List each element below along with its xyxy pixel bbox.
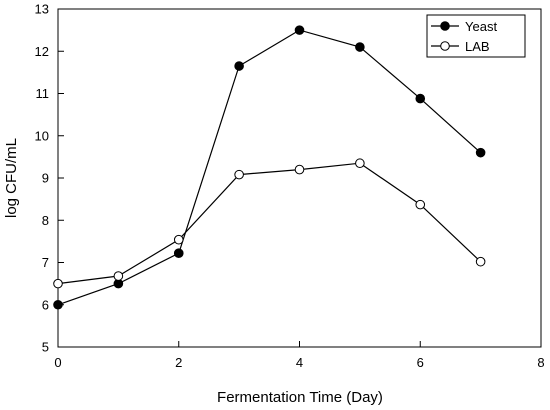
series-lab	[53, 158, 486, 289]
x-axis-title: Fermentation Time (Day)	[217, 389, 383, 406]
data-point-yeast	[294, 25, 305, 35]
data-point-yeast	[415, 93, 426, 104]
data-point-yeast	[173, 248, 184, 259]
data-series	[53, 25, 486, 310]
y-tick-label: 10	[35, 128, 49, 143]
legend-marker-lab	[440, 41, 450, 51]
data-point-lab	[475, 256, 486, 267]
x-tick-label: 0	[54, 355, 61, 370]
series-yeast	[53, 25, 486, 310]
legend: Yeast LAB	[426, 14, 526, 58]
x-tick-label: 6	[417, 355, 424, 370]
data-point-lab	[294, 164, 305, 175]
y-tick-label: 6	[42, 297, 49, 312]
plot-area	[57, 8, 542, 348]
data-point-lab	[234, 169, 244, 180]
y-tick-label: 8	[42, 213, 49, 228]
data-point-lab	[113, 271, 124, 281]
series-line-yeast	[57, 29, 482, 306]
plot-frame	[57, 8, 542, 348]
x-tick-label: 8	[537, 355, 544, 370]
data-point-lab	[173, 234, 184, 245]
series-line-lab	[57, 162, 482, 285]
y-axis-title: log CFU/mL	[3, 138, 20, 218]
data-point-yeast	[234, 61, 244, 71]
data-point-lab	[415, 199, 426, 210]
x-tick-label: 4	[296, 355, 303, 370]
data-point-lab	[53, 278, 63, 289]
axis-ticks: 0 2 4 6 8 5 6 7 8 9 10 11 12 13	[35, 2, 545, 371]
data-point-lab	[355, 158, 365, 169]
legend-label-yeast: Yeast	[465, 19, 497, 34]
data-point-yeast	[355, 42, 365, 52]
y-tick-label: 12	[35, 44, 49, 59]
legend-label-lab: LAB	[465, 39, 490, 54]
y-tick-label: 13	[35, 2, 49, 17]
y-tick-label: 11	[36, 86, 50, 101]
data-point-yeast	[475, 147, 486, 158]
y-tick-label: 9	[42, 171, 49, 186]
y-tick-label: 5	[42, 340, 49, 355]
legend-marker-yeast	[440, 21, 450, 31]
x-tick-label: 2	[175, 355, 182, 370]
y-tick-label: 7	[42, 255, 49, 270]
data-point-yeast	[53, 299, 63, 310]
